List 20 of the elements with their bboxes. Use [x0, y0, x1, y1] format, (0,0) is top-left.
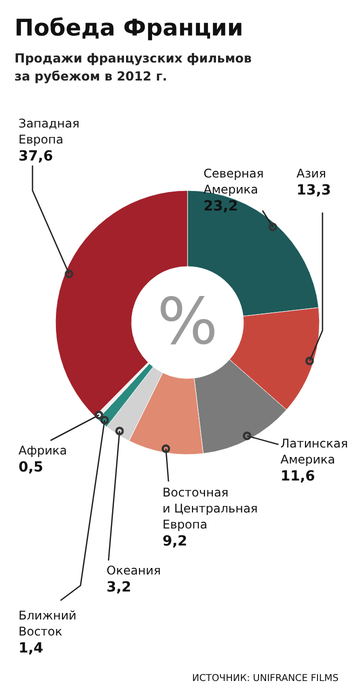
slice-label: Восточная и Центральная Европа — [162, 486, 258, 532]
slice-label: Латинская Америка — [280, 436, 348, 467]
slice-label: Азия — [296, 166, 326, 180]
text: % — [157, 286, 218, 360]
slice-label: Африка — [18, 444, 67, 458]
chart-subtitle: Продажи французских фильмов за рубежом в 2012 г. — [14, 50, 252, 84]
data-label: 9,2 — [162, 534, 188, 550]
slice-label: Северная Америка — [204, 166, 264, 197]
data-label: 11,6 — [280, 468, 316, 484]
data-label: 13,3 — [296, 182, 332, 198]
slice-label: Ближний Восток — [18, 608, 76, 639]
data-label: 3,2 — [106, 580, 132, 596]
data-label: 37,6 — [18, 148, 54, 164]
slice-label: Западная Европа — [18, 116, 80, 147]
data-label: 1,4 — [18, 640, 44, 656]
chart-title: Победа Франции — [14, 16, 244, 42]
data-label: 0,5 — [18, 460, 44, 476]
data-label: 23,2 — [204, 198, 238, 214]
text: ИСТОЧНИК: UNIFRANCE FILMS — [192, 673, 339, 684]
slice-label: Океания — [106, 564, 161, 578]
